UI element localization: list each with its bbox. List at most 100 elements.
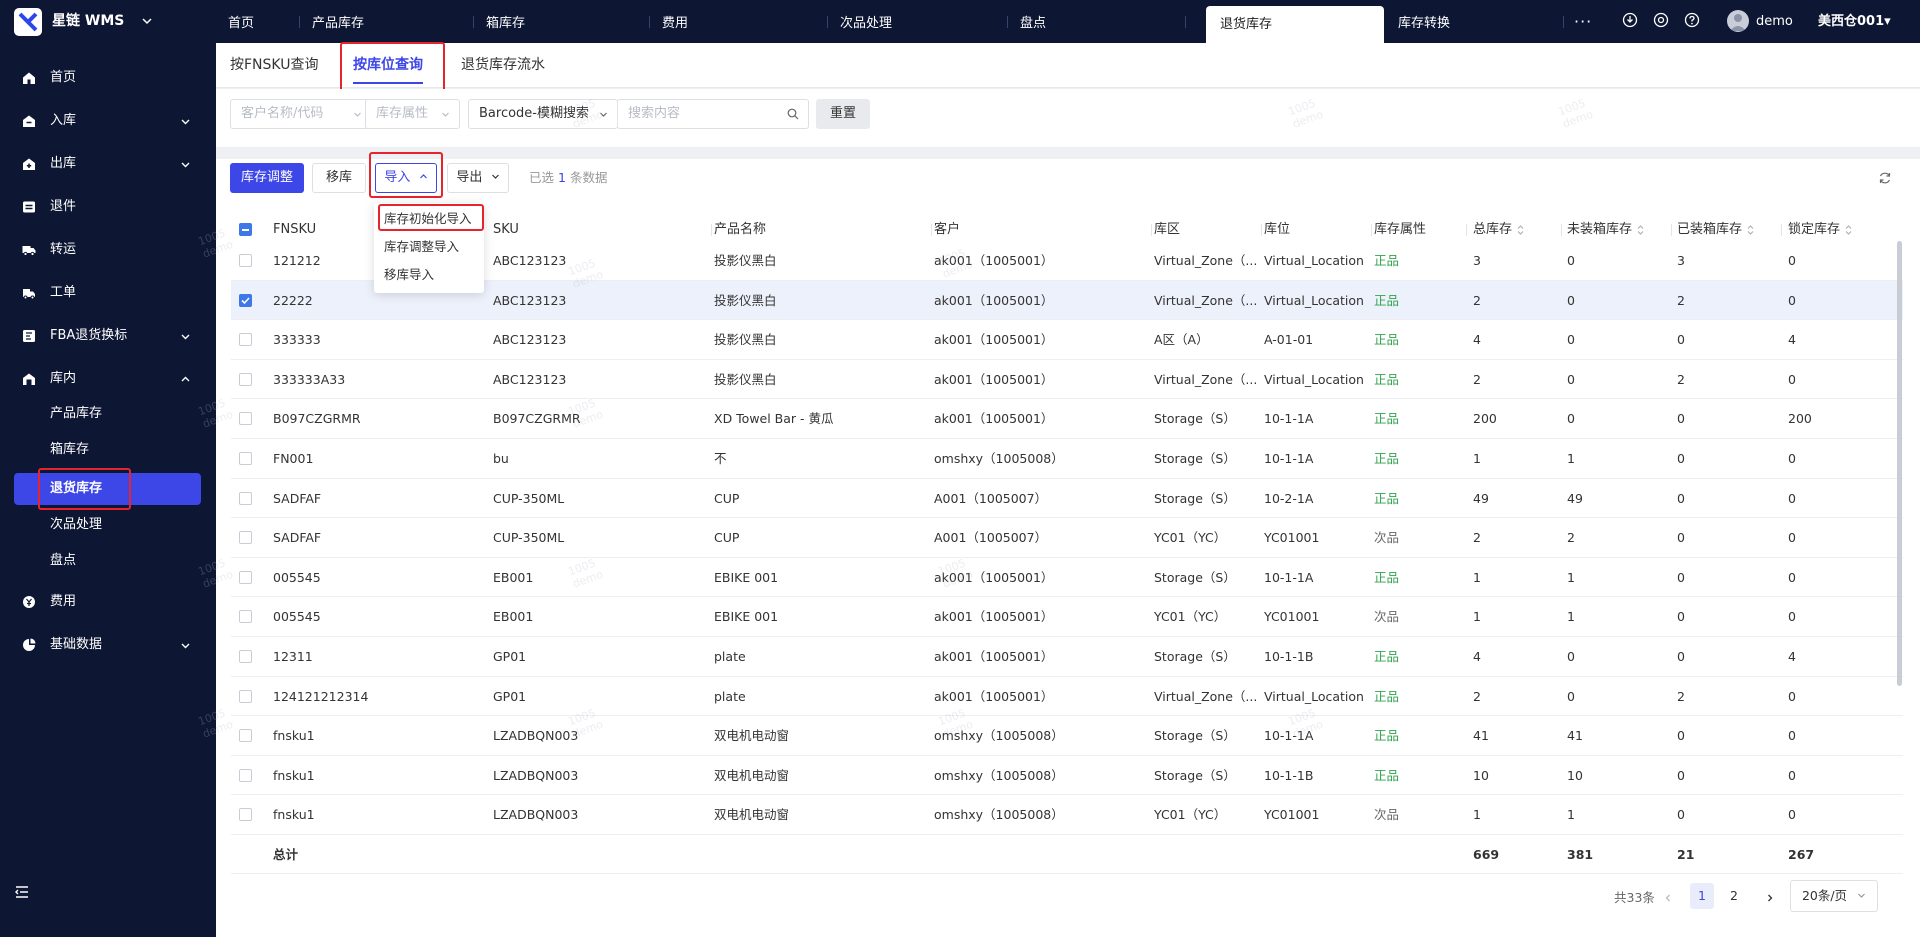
sidebar-subitem-box-inventory[interactable]: 箱库存	[50, 442, 90, 457]
sidebar-subitem-product-inventory[interactable]: 产品库存	[50, 406, 103, 421]
help-icon[interactable]	[1684, 12, 1700, 28]
nav-tab-box-inventory[interactable]: 箱库存	[474, 0, 650, 43]
column-header-locked[interactable]: 锁定库存	[1788, 211, 1852, 249]
menu-item-move-import[interactable]: 移库导入	[384, 267, 435, 282]
sidebar-item-workorder[interactable]: 工单	[0, 277, 216, 309]
table-row[interactable]: FN001 bu 不 omshxy（1005008） Storage（S） 10-1-1A…	[231, 439, 1903, 479]
tab-return-inventory-log[interactable]: 退货库存流水	[461, 57, 545, 73]
search-type-select[interactable]: Barcode-模糊搜索	[468, 99, 618, 129]
sidebar-subitem-stocktake[interactable]: 盘点	[50, 553, 77, 568]
cell-product-name: XD Towel Bar - 黄瓜	[714, 411, 834, 427]
warehouse-selector[interactable]: 美西仓001▾	[1818, 14, 1891, 29]
table-row[interactable]: 121212 ABC123123 投影仪黑白 ak001（1005001） Virtua…	[231, 241, 1903, 281]
table-row[interactable]: 333333 ABC123123 投影仪黑白 ak001（1005001） A区（A） A…	[231, 320, 1903, 360]
user-name[interactable]: demo	[1756, 14, 1793, 29]
nav-tab-home[interactable]: 首页	[216, 0, 300, 43]
reset-button[interactable]: 重置	[816, 99, 870, 129]
table-row[interactable]: SADFAF CUP-350ML CUP A001（1005007） YC01（YC） Y…	[231, 518, 1903, 558]
search-icon[interactable]	[787, 108, 799, 120]
table-scrollbar[interactable]	[1897, 241, 1902, 686]
chevron-down-icon	[491, 174, 499, 179]
column-header-boxed[interactable]: 已装箱库存	[1677, 211, 1754, 249]
sidebar-item-home[interactable]: 首页	[0, 62, 216, 94]
row-checkbox[interactable]	[239, 372, 252, 386]
next-page-icon[interactable]	[1765, 893, 1775, 903]
summary-label: 总计	[273, 847, 299, 862]
sidebar-item-in-warehouse[interactable]: 库内	[0, 363, 216, 395]
row-checkbox[interactable]	[239, 610, 252, 624]
sidebar-subitem-return-inventory[interactable]: 退货库存	[50, 481, 103, 496]
more-tabs-button[interactable]: ···	[1574, 12, 1593, 31]
row-checkbox[interactable]	[239, 452, 252, 465]
page-button-2[interactable]: 2	[1730, 888, 1738, 903]
page-button-1[interactable]: 1	[1690, 883, 1714, 909]
row-checkbox[interactable]	[239, 531, 252, 545]
adjust-inventory-button[interactable]: 库存调整	[230, 163, 304, 193]
search-input[interactable]: 搜索内容	[617, 99, 809, 129]
customer-select[interactable]: 客户名称/代码	[230, 99, 372, 129]
user-avatar[interactable]	[1727, 10, 1749, 32]
nav-tab-product-inventory[interactable]: 产品库存	[300, 0, 474, 43]
import-button[interactable]: 导入	[375, 163, 437, 193]
move-location-button[interactable]: 移库	[312, 163, 366, 193]
table-row[interactable]: 005545 EB001 EBIKE 001 ak001（1005001） YC01（Y…	[231, 597, 1903, 637]
row-checkbox[interactable]	[239, 808, 252, 822]
nav-tab-inventory-conversion[interactable]: 库存转换	[1384, 0, 1564, 43]
table-row[interactable]: 005545 EB001 EBIKE 001 ak001（1005001） Storag…	[231, 557, 1903, 598]
row-checkbox[interactable]	[239, 412, 252, 426]
nav-tab-defective[interactable]: 次品处理	[828, 0, 1008, 43]
sidebar-item-label: 出库	[50, 156, 77, 171]
sidebar-item-base-data[interactable]: 基础数据	[0, 629, 216, 661]
prev-page-icon[interactable]	[1663, 893, 1673, 903]
select-all-checkbox[interactable]	[239, 223, 252, 236]
row-checkbox[interactable]	[239, 650, 252, 663]
page-size-select[interactable]: 20条/页	[1790, 880, 1878, 912]
chevron-down-icon	[181, 334, 190, 340]
table-row[interactable]: 12311 GP01 plate ak001（1005001） Storage（S） 10…	[231, 637, 1903, 677]
row-checkbox[interactable]	[239, 254, 252, 267]
refresh-icon[interactable]	[1878, 171, 1892, 185]
menu-item-adjust-import[interactable]: 库存调整导入	[384, 239, 460, 254]
row-checkbox[interactable]	[239, 570, 252, 584]
sidebar-item-fees[interactable]: 费用	[0, 586, 216, 618]
collapse-sidebar-icon[interactable]	[14, 884, 30, 900]
table-row[interactable]: SADFAF CUP-350ML CUP A001（1005007） Storage（S…	[231, 478, 1903, 519]
sidebar-item-inbound[interactable]: 入库	[0, 105, 216, 137]
row-checkbox[interactable]	[239, 729, 252, 743]
row-checkbox[interactable]	[239, 293, 252, 307]
sidebar-item-outbound[interactable]: 出库	[0, 148, 216, 180]
sidebar-item-returns[interactable]: 退件	[0, 191, 216, 223]
settings-icon[interactable]	[1653, 12, 1669, 28]
sidebar-item-fba-relabel[interactable]: FBA退货换标	[0, 320, 216, 352]
row-checkbox[interactable]	[239, 333, 252, 347]
row-checkbox[interactable]	[239, 689, 252, 703]
nav-tab-stocktake[interactable]: 盘点	[1008, 0, 1186, 43]
sidebar-subitem-defective[interactable]: 次品处理	[50, 517, 103, 532]
tab-by-fnsku[interactable]: 按FNSKU查询	[230, 57, 319, 73]
row-checkbox[interactable]	[239, 768, 252, 782]
nav-tab-fees[interactable]: 费用	[650, 0, 828, 43]
cell-attribute: 正品	[1374, 332, 1400, 348]
export-button[interactable]: 导出	[447, 163, 509, 193]
sidebar-item-transfer[interactable]: 转运	[0, 234, 216, 266]
table-row[interactable]: fnsku1 LZADBQN003 双电机电动窗 omshxy（1005008） Sto…	[231, 716, 1903, 756]
sidebar-item-label: 工单	[50, 285, 77, 300]
chevron-up-icon	[181, 376, 190, 382]
nav-tab-return-inventory[interactable]: 退货库存	[1206, 6, 1384, 43]
menu-item-init-import[interactable]: 库存初始化导入	[384, 211, 472, 226]
table-row[interactable]: 22222 ABC123123 投影仪黑白 ak001（1005001） Virtual…	[231, 280, 1903, 321]
table-row[interactable]: B097CZGRMR B097CZGRMR XD Towel Bar - 黄瓜 ak0…	[231, 399, 1903, 439]
column-header-locked-label: 锁定库存	[1788, 222, 1841, 237]
column-header-total[interactable]: 总库存	[1473, 211, 1524, 249]
table-row[interactable]: fnsku1 LZADBQN003 双电机电动窗 omshxy（1005008） YC0…	[231, 795, 1903, 835]
tab-by-location[interactable]: 按库位查询	[353, 43, 423, 88]
download-icon[interactable]	[1622, 12, 1638, 28]
app-logo[interactable]	[14, 8, 42, 36]
chevron-down-icon[interactable]	[140, 14, 154, 28]
column-header-unboxed[interactable]: 未装箱库存	[1567, 211, 1644, 249]
table-row[interactable]: 124121212314 GP01 plate ak001（1005001） Virtu…	[231, 676, 1903, 717]
table-row[interactable]: fnsku1 LZADBQN003 双电机电动窗 omshxy（1005008） Sto…	[231, 755, 1903, 796]
table-row[interactable]: 333333A33 ABC123123 投影仪黑白 ak001（1005001） Vir…	[231, 359, 1903, 400]
attribute-select[interactable]: 库存属性	[365, 99, 460, 129]
row-checkbox[interactable]	[239, 491, 252, 505]
